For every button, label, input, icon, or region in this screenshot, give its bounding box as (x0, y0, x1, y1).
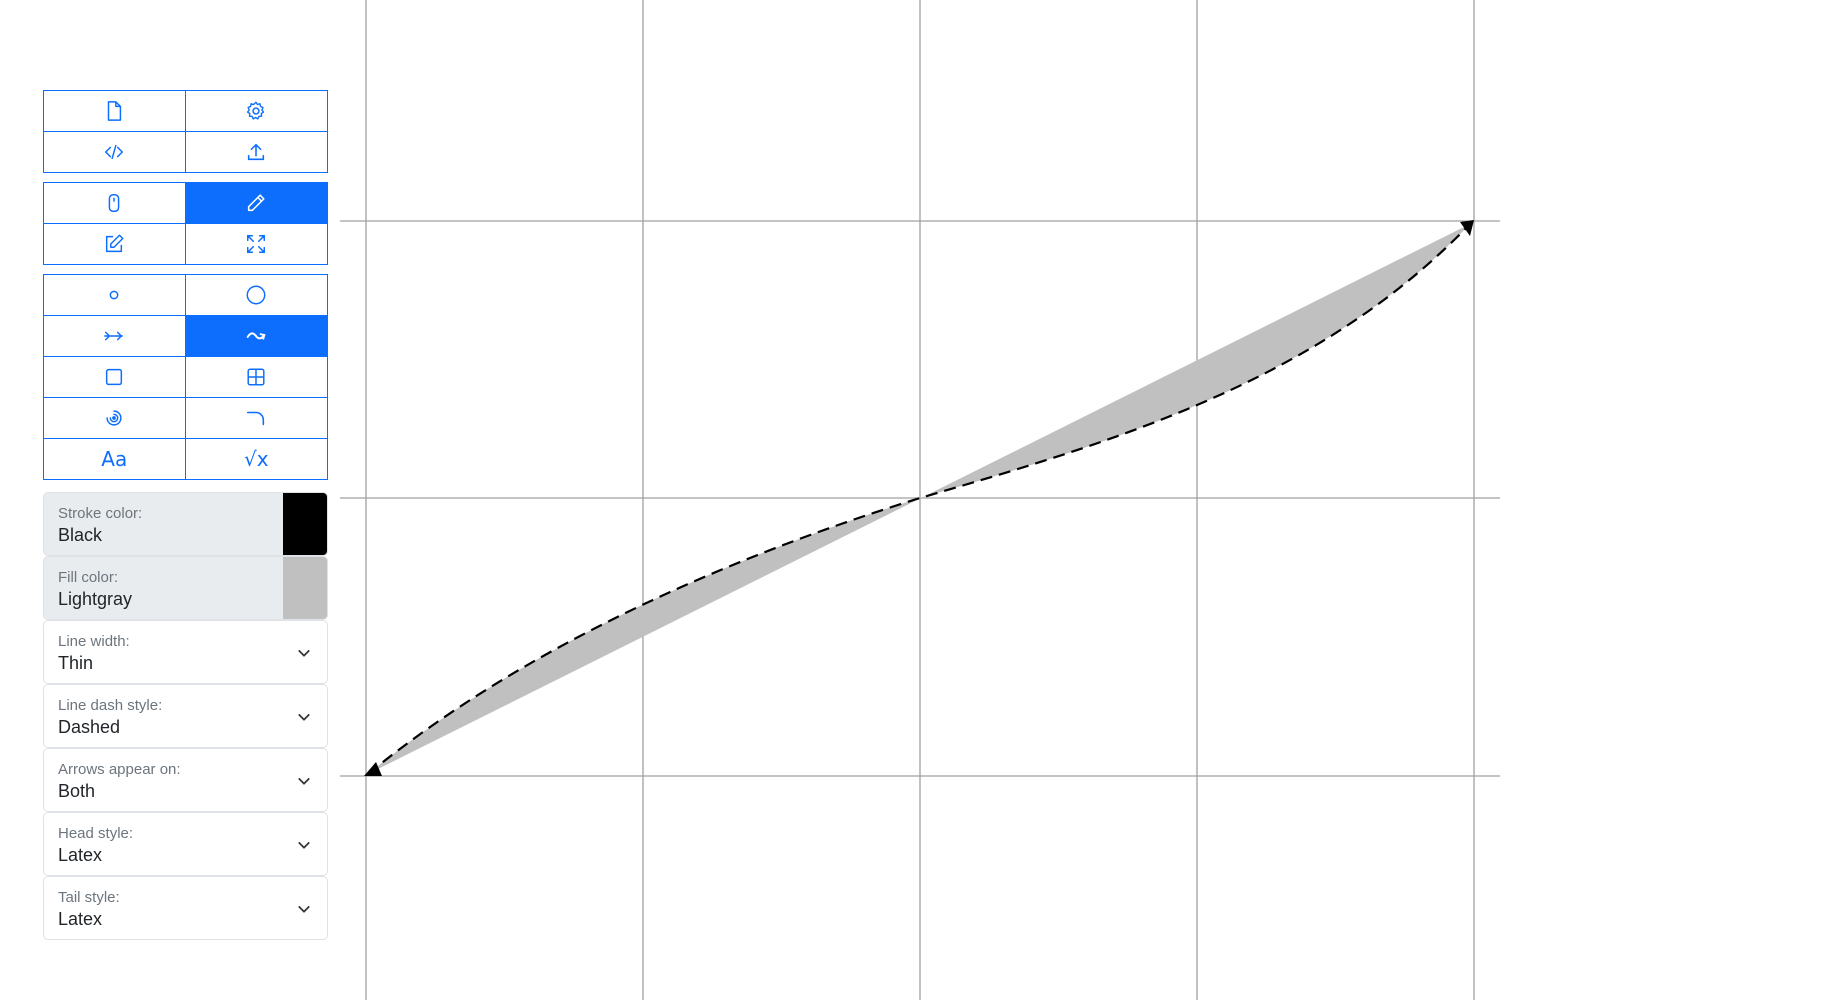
head-style-select[interactable]: Head style: Latex (43, 812, 328, 876)
settings-button[interactable] (184, 90, 328, 132)
code-icon (104, 144, 124, 160)
tail-style-select[interactable]: Tail style: Latex (43, 876, 328, 940)
head-style-label: Head style: (58, 825, 134, 842)
stroke-color-picker[interactable]: Stroke color: Black (43, 492, 328, 556)
tail-arrowhead (364, 762, 382, 776)
new-file-button[interactable] (43, 90, 186, 132)
chevron-down-icon (298, 905, 310, 913)
curve-tool-button[interactable] (184, 315, 328, 357)
arrows-appear-on-value: Both (58, 781, 96, 801)
fill-color-label: Fill color: (58, 569, 119, 586)
pencil-icon (248, 194, 265, 212)
fill-color-value: Lightgray (58, 589, 133, 609)
text-icon: Aa (101, 447, 128, 471)
line-width-select[interactable]: Line width: Thin (43, 620, 328, 684)
head-arrowhead (1460, 220, 1474, 236)
toolbar: Aa √x Stroke color: Black Fill color: Lig… (43, 90, 328, 940)
arc-icon (247, 411, 265, 426)
mouse-icon (108, 194, 120, 212)
select-mode-button[interactable] (43, 182, 186, 224)
stroke-color-swatch[interactable] (283, 493, 327, 555)
chevron-down-icon (298, 777, 310, 785)
arc-tool-button[interactable] (184, 397, 328, 439)
curve-icon (246, 332, 266, 340)
upload-icon (248, 143, 265, 161)
code-button[interactable] (43, 131, 186, 173)
line-dash-style-select[interactable]: Line dash style: Dashed (43, 684, 328, 748)
math-tool-button[interactable]: √x (184, 438, 328, 480)
stroke-color-label: Stroke color: (58, 505, 143, 522)
rectangle-tool-button[interactable] (43, 356, 186, 398)
stroke-color-value: Black (58, 525, 103, 545)
point-icon (109, 290, 119, 300)
arrows-appear-on-select[interactable]: Arrows appear on: Both (43, 748, 328, 812)
text-tool-button[interactable]: Aa (43, 438, 186, 480)
mode-button-group (43, 182, 328, 265)
chevron-down-icon (298, 713, 310, 721)
edit-mode-button[interactable] (43, 223, 186, 265)
expand-icon (247, 235, 266, 253)
upload-button[interactable] (184, 131, 328, 173)
gear-icon (247, 101, 265, 120)
grid-lines (340, 0, 1500, 1000)
file-button-group (43, 90, 328, 173)
tail-style-value: Latex (58, 909, 103, 929)
fill-color-picker[interactable]: Fill color: Lightgray (43, 556, 328, 620)
spiral-tool-button[interactable] (43, 397, 186, 439)
arrow-tool-button[interactable] (43, 315, 186, 357)
point-tool-button[interactable] (43, 274, 186, 316)
line-dash-style-label: Line dash style: (58, 697, 163, 714)
circle-icon (246, 285, 266, 305)
head-style-value: Latex (58, 845, 103, 865)
line-width-value: Thin (58, 653, 94, 673)
grid-tool-button[interactable] (184, 356, 328, 398)
grid-icon (247, 368, 265, 386)
sqrt-icon: √x (243, 447, 269, 471)
square-icon (106, 368, 123, 386)
file-icon (108, 101, 122, 121)
chevron-down-icon (298, 841, 310, 849)
fill-color-swatch[interactable] (283, 557, 327, 619)
chevron-down-icon (298, 649, 310, 657)
line-width-label: Line width: (58, 633, 130, 650)
circle-tool-button[interactable] (184, 274, 328, 316)
tail-style-label: Tail style: (58, 889, 120, 906)
arrows-appear-on-label: Arrows appear on: (58, 761, 181, 778)
tool-button-group: Aa √x (43, 274, 328, 480)
spiral-icon (106, 410, 122, 426)
edit-icon (106, 234, 124, 253)
arrow-icon (104, 331, 124, 341)
line-dash-style-value: Dashed (58, 717, 121, 737)
draw-mode-button[interactable] (184, 182, 328, 224)
fit-view-button[interactable] (184, 223, 328, 265)
curve-stroke[interactable] (367, 223, 1471, 775)
